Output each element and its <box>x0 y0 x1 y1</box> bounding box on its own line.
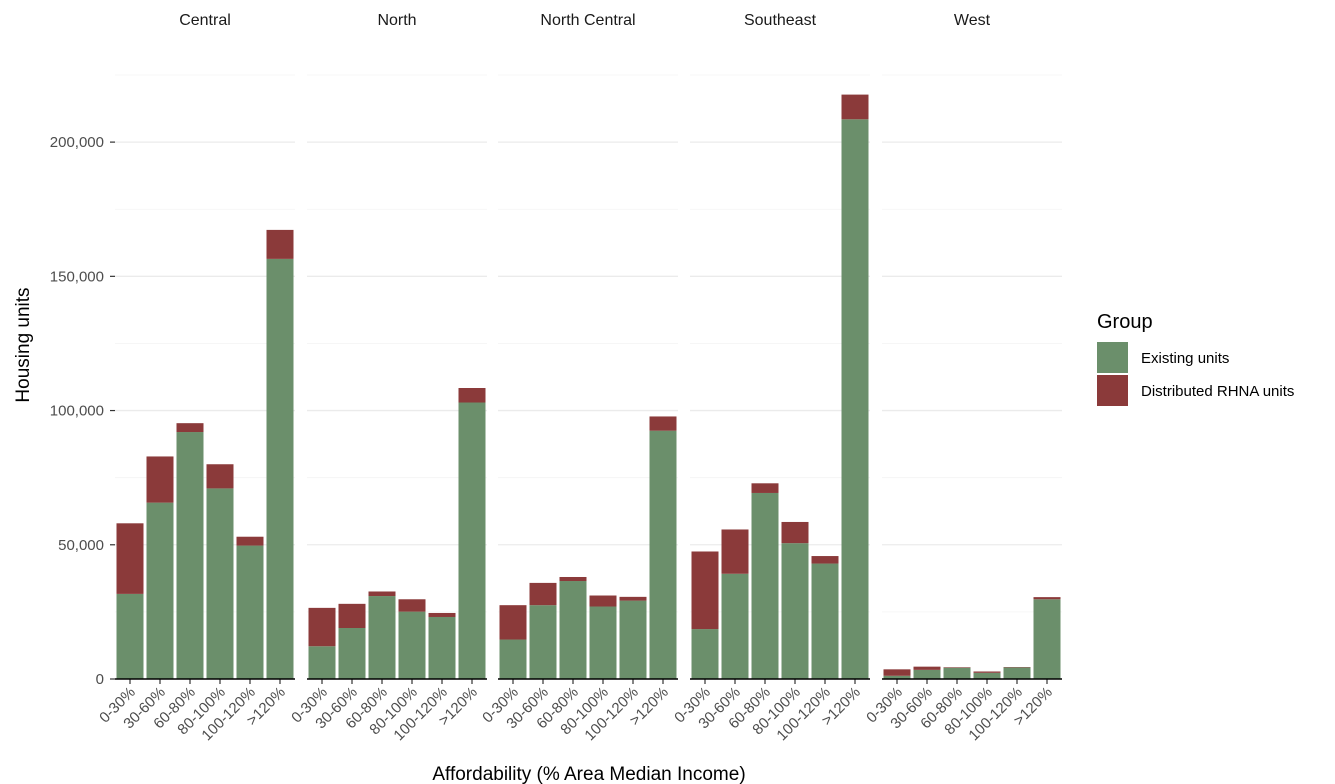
bar-existing-north-central-60-80 <box>559 581 587 679</box>
x-axis-title: Affordability (% Area Median Income) <box>432 764 745 784</box>
legend: Group Existing units Distributed RHNA un… <box>1097 311 1294 406</box>
bar-existing-southeast-0-30 <box>691 629 719 679</box>
bar-rhna-north-central-120 <box>649 416 677 431</box>
bar-rhna-north-60-80 <box>368 591 396 597</box>
bar-existing-west-120 <box>1033 599 1061 679</box>
bar-existing-west-80-100 <box>973 672 1001 679</box>
facet-title-north-central: North Central <box>540 12 635 29</box>
bar-existing-southeast-100-120 <box>811 563 839 679</box>
bar-existing-north-central-100-120 <box>619 600 647 679</box>
bar-existing-north-central-0-30 <box>499 639 527 679</box>
bar-existing-southeast-120 <box>841 119 869 679</box>
bar-existing-central-60-80 <box>176 432 204 679</box>
bar-existing-north-100-120 <box>428 616 456 679</box>
bar-existing-central-80-100 <box>206 488 234 679</box>
bar-rhna-north-30-60 <box>338 603 366 628</box>
bar-existing-southeast-80-100 <box>781 543 809 679</box>
facet-title-north: North <box>377 12 416 29</box>
bar-rhna-southeast-120 <box>841 94 869 120</box>
bar-existing-north-60-80 <box>368 596 396 679</box>
bar-existing-west-0-30 <box>883 675 911 679</box>
bar-rhna-central-120 <box>266 229 294 259</box>
bar-existing-west-100-120 <box>1003 667 1031 679</box>
bar-rhna-north-central-80-100 <box>589 595 617 607</box>
y-tick-label: 150,000 <box>50 268 104 285</box>
bar-existing-north-30-60 <box>338 627 366 679</box>
bar-rhna-north-central-100-120 <box>619 596 647 601</box>
legend-swatch-distributed-rhna-units <box>1097 375 1128 406</box>
bar-rhna-west-60-80 <box>943 667 971 668</box>
y-tick-label: 200,000 <box>50 134 104 151</box>
bar-existing-north-80-100 <box>398 611 426 679</box>
bar-rhna-west-0-30 <box>883 669 911 676</box>
bar-rhna-north-100-120 <box>428 612 456 617</box>
y-tick-label: 100,000 <box>50 403 104 420</box>
bar-existing-west-30-60 <box>913 669 941 679</box>
bar-rhna-north-120 <box>458 388 486 403</box>
legend-title: Group <box>1097 311 1153 333</box>
bar-existing-north-120 <box>458 402 486 679</box>
bar-existing-central-30-60 <box>146 502 174 679</box>
bar-rhna-southeast-100-120 <box>811 556 839 564</box>
facet-title-southeast: Southeast <box>744 12 817 29</box>
bar-rhna-north-0-30 <box>308 607 336 647</box>
bar-rhna-central-80-100 <box>206 464 234 489</box>
bar-rhna-central-30-60 <box>146 456 174 503</box>
facet-title-west: West <box>954 12 991 29</box>
bar-existing-north-central-80-100 <box>589 606 617 679</box>
bar-rhna-west-30-60 <box>913 666 941 670</box>
bar-existing-north-0-30 <box>308 646 336 679</box>
bar-rhna-west-80-100 <box>973 671 1001 673</box>
facet-strips: Central North North Central Southeast West <box>179 12 990 29</box>
bar-existing-southeast-60-80 <box>751 492 779 679</box>
bar-existing-west-60-80 <box>943 667 971 679</box>
bar-existing-central-0-30 <box>116 593 144 679</box>
y-tick-label: 0 <box>96 671 104 688</box>
bar-rhna-southeast-0-30 <box>691 551 719 630</box>
bar-rhna-north-central-60-80 <box>559 576 587 582</box>
y-tick-label: 50,000 <box>58 537 104 554</box>
gridlines <box>115 74 1062 680</box>
bar-rhna-north-80-100 <box>398 599 426 612</box>
bar-existing-central-120 <box>266 258 294 679</box>
bar-rhna-southeast-80-100 <box>781 521 809 544</box>
bar-existing-north-central-120 <box>649 430 677 679</box>
bar-rhna-central-0-30 <box>116 523 144 594</box>
bar-rhna-southeast-60-80 <box>751 483 779 493</box>
bar-rhna-central-60-80 <box>176 423 204 433</box>
legend-swatch-existing-units <box>1097 342 1128 373</box>
bars <box>116 94 1061 679</box>
bar-rhna-north-central-30-60 <box>529 582 557 606</box>
bar-existing-north-central-30-60 <box>529 605 557 679</box>
bar-rhna-north-central-0-30 <box>499 605 527 640</box>
legend-label-distributed-rhna-units: Distributed RHNA units <box>1141 383 1294 400</box>
bar-rhna-west-120 <box>1033 597 1061 600</box>
legend-label-existing-units: Existing units <box>1141 350 1229 367</box>
bar-rhna-southeast-30-60 <box>721 529 749 574</box>
facet-title-central: Central <box>179 12 231 29</box>
bar-existing-southeast-30-60 <box>721 573 749 679</box>
y-axis-title: Housing units <box>13 287 34 402</box>
bar-existing-central-100-120 <box>236 545 264 679</box>
bar-rhna-central-100-120 <box>236 536 264 546</box>
